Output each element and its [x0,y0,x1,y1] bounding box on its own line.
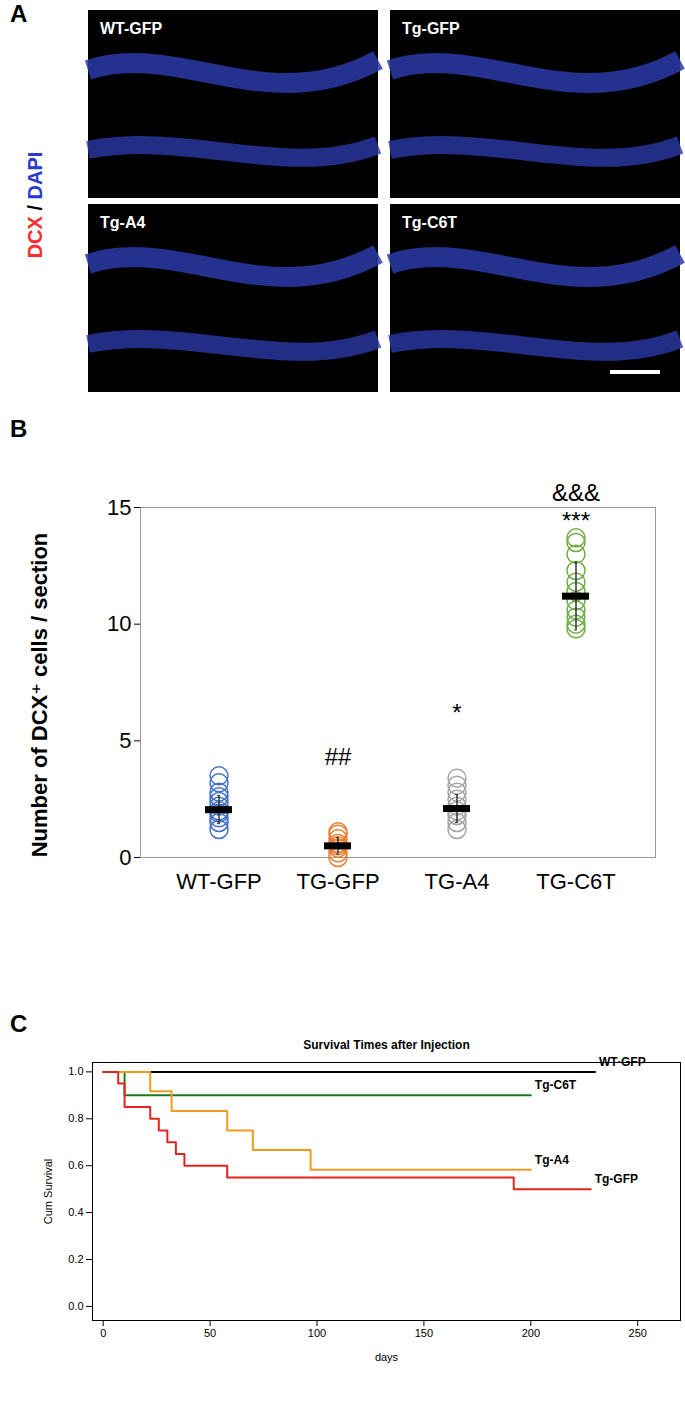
svg-text:0.0: 0.0 [68,1300,83,1312]
svg-text:10: 10 [107,611,131,636]
html-text:C: C [10,1010,28,1037]
svg-text:Tg-GFP: Tg-GFP [595,1172,638,1186]
svg-text:100: 100 [308,1327,326,1339]
svg-text:5: 5 [119,728,131,753]
svg-text:*: * [452,699,461,726]
svg-text:0: 0 [100,1327,106,1339]
svg-text:TG-C6T: TG-C6T [536,869,615,894]
svg-text:Tg-A4: Tg-A4 [535,1153,569,1167]
svg-text:Survival Times after Injection: Survival Times after Injection [303,1038,470,1052]
svg-text:Tg-GFP: Tg-GFP [402,20,460,37]
svg-text:150: 150 [415,1327,433,1339]
svg-text:WT-GFP: WT-GFP [599,1055,646,1069]
html-text:B: B [10,415,28,442]
svg-text:***: *** [562,507,590,534]
svg-text:0.8: 0.8 [68,1112,83,1124]
svg-text:200: 200 [522,1327,540,1339]
svg-text:50: 50 [204,1327,216,1339]
svg-text:TG-GFP: TG-GFP [296,869,379,894]
svg-text:Cum Survival: Cum Survival [42,1159,54,1224]
svg-text:0: 0 [119,845,131,870]
svg-text:0.4: 0.4 [68,1206,83,1218]
svg-text:##: ## [325,743,352,770]
svg-text:15: 15 [107,495,131,520]
html-text:Number of DCX⁺ cells / section: Number of DCX⁺ cells / section [27,532,52,858]
html-text:A: A [10,0,28,27]
svg-text:DCX / DAPI: DCX / DAPI [24,152,46,259]
svg-text:WT-GFP: WT-GFP [176,869,262,894]
svg-text:WT-GFP: WT-GFP [100,20,163,37]
svg-text:1.0: 1.0 [68,1065,83,1077]
svg-text:days: days [375,1351,399,1363]
svg-text:&&&: &&& [552,479,600,506]
svg-text:Tg-C6T: Tg-C6T [402,214,457,231]
svg-text:Tg-C6T: Tg-C6T [535,1078,577,1092]
svg-text:0.2: 0.2 [68,1253,83,1265]
svg-text:0.6: 0.6 [68,1159,83,1171]
svg-text:Tg-A4: Tg-A4 [100,214,145,231]
svg-text:250: 250 [629,1327,647,1339]
svg-text:TG-A4: TG-A4 [425,869,490,894]
